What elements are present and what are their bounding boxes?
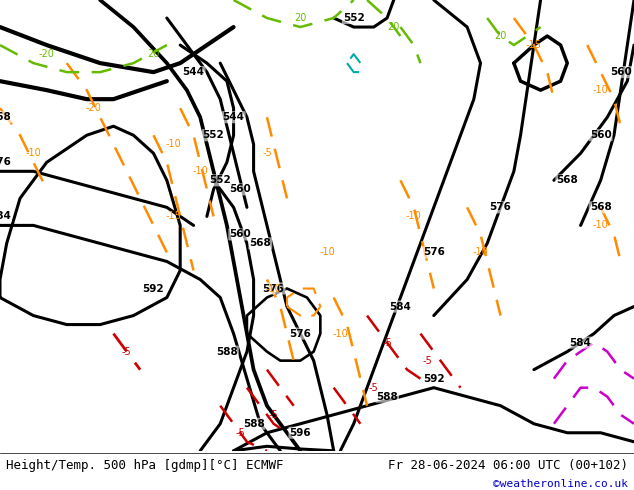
Text: -5: -5 — [369, 383, 378, 392]
Text: 544: 544 — [183, 67, 205, 77]
Text: -5: -5 — [122, 346, 132, 357]
Text: 568: 568 — [0, 112, 11, 122]
Text: 560: 560 — [230, 229, 251, 240]
Text: 552: 552 — [203, 130, 224, 140]
Text: 588: 588 — [376, 392, 398, 402]
Text: -15: -15 — [165, 211, 181, 221]
Text: 584: 584 — [389, 301, 411, 312]
Text: 596: 596 — [290, 428, 311, 438]
Text: 588: 588 — [216, 346, 238, 357]
Text: 576: 576 — [489, 202, 512, 212]
Text: -10: -10 — [266, 284, 281, 294]
Text: -5: -5 — [262, 148, 272, 158]
Text: -10: -10 — [332, 329, 348, 339]
Text: -10: -10 — [319, 247, 335, 257]
Text: -10: -10 — [472, 247, 488, 257]
Text: 20: 20 — [294, 13, 306, 23]
Text: 592: 592 — [143, 284, 164, 294]
Text: 584: 584 — [0, 211, 11, 221]
Text: 568: 568 — [557, 175, 578, 185]
Text: -5: -5 — [382, 338, 392, 347]
Text: 568: 568 — [249, 239, 271, 248]
Text: 592: 592 — [423, 374, 444, 384]
Text: 552: 552 — [209, 175, 231, 185]
Text: 576: 576 — [423, 247, 444, 257]
Text: -10: -10 — [165, 139, 181, 149]
Text: 20: 20 — [147, 49, 160, 59]
Text: -15: -15 — [526, 40, 542, 50]
Text: 20: 20 — [387, 22, 400, 32]
Text: -10: -10 — [192, 166, 208, 176]
Text: -10: -10 — [406, 211, 422, 221]
Text: 544: 544 — [223, 112, 245, 122]
Text: -10: -10 — [593, 220, 609, 230]
Text: Fr 28-06-2024 06:00 UTC (00+102): Fr 28-06-2024 06:00 UTC (00+102) — [387, 459, 628, 472]
Text: -5: -5 — [269, 410, 278, 420]
Text: 20: 20 — [495, 31, 507, 41]
Text: -20: -20 — [39, 49, 55, 59]
Text: 584: 584 — [570, 338, 592, 347]
Text: 552: 552 — [343, 13, 365, 23]
Text: 560: 560 — [230, 184, 251, 195]
Text: -5: -5 — [235, 428, 245, 438]
Text: 560: 560 — [590, 130, 612, 140]
Text: 576: 576 — [262, 284, 285, 294]
Text: 568: 568 — [590, 202, 612, 212]
Text: Height/Temp. 500 hPa [gdmp][°C] ECMWF: Height/Temp. 500 hPa [gdmp][°C] ECMWF — [6, 459, 284, 472]
Text: ©weatheronline.co.uk: ©weatheronline.co.uk — [493, 479, 628, 489]
Text: 560: 560 — [610, 67, 631, 77]
Text: -5: -5 — [422, 356, 432, 366]
Text: 588: 588 — [243, 419, 264, 429]
Text: -10: -10 — [25, 148, 41, 158]
Text: 576: 576 — [289, 329, 311, 339]
Text: -10: -10 — [593, 85, 609, 95]
Text: 576: 576 — [0, 157, 11, 167]
Text: -20: -20 — [86, 103, 101, 113]
